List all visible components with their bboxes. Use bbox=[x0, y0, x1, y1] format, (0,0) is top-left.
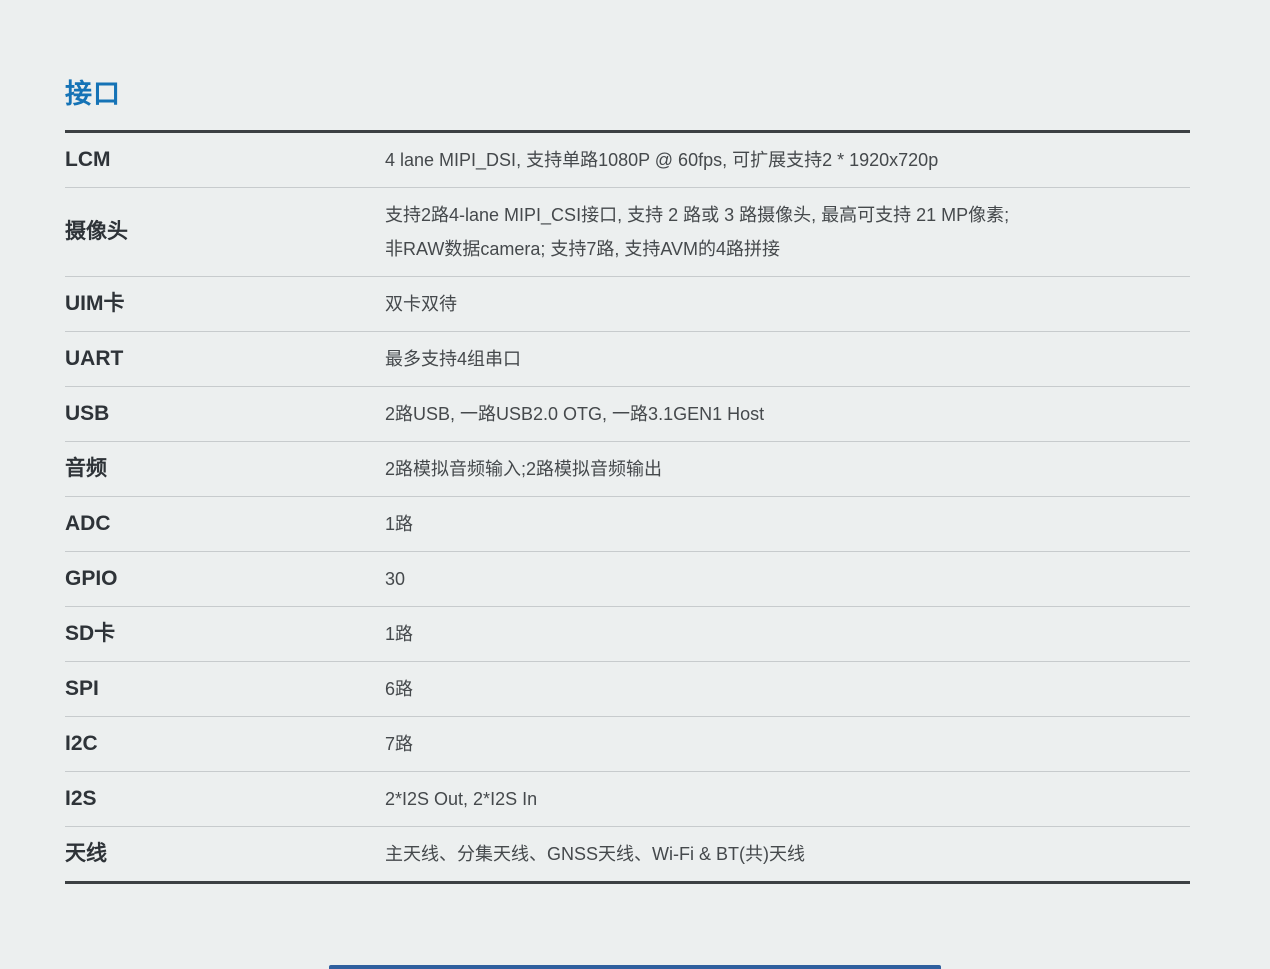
table-row: 音频 2路模拟音频输入;2路模拟音频输出 bbox=[65, 442, 1190, 497]
spec-row-value: 2路USB, 一路USB2.0 OTG, 一路3.1GEN1 Host bbox=[385, 404, 765, 424]
table-row: I2C 7路 bbox=[65, 717, 1190, 772]
spec-row-value: 主天线、分集天线、GNSS天线、Wi-Fi & BT(共)天线 bbox=[385, 844, 805, 864]
spec-row-label: 天线 bbox=[65, 842, 107, 865]
spec-row-label: 摄像头 bbox=[65, 220, 128, 243]
spec-row-label: I2S bbox=[65, 787, 97, 810]
section-title: 接口 bbox=[65, 79, 121, 109]
spec-row-label: UART bbox=[65, 347, 124, 370]
spec-row-label: UIM卡 bbox=[65, 292, 125, 315]
spec-row-value: 1路 bbox=[385, 514, 414, 534]
spec-row-label: SD卡 bbox=[65, 622, 116, 645]
table-row: UIM卡 双卡双待 bbox=[65, 277, 1190, 332]
spec-row-label: SPI bbox=[65, 677, 99, 700]
spec-row-label: LCM bbox=[65, 148, 111, 171]
spec-row-value: 最多支持4组串口 bbox=[385, 349, 522, 369]
spec-row-value: 支持2路4-lane MIPI_CSI接口, 支持 2 路或 3 路摄像头, 最… bbox=[385, 205, 1010, 259]
spec-row-value: 双卡双待 bbox=[385, 294, 457, 314]
spec-row-label: 音频 bbox=[65, 457, 107, 480]
table-row: USB 2路USB, 一路USB2.0 OTG, 一路3.1GEN1 Host bbox=[65, 387, 1190, 442]
table-row: UART 最多支持4组串口 bbox=[65, 332, 1190, 387]
interface-spec-table: LCM 4 lane MIPI_DSI, 支持单路1080P @ 60fps, 可… bbox=[65, 130, 1190, 884]
spec-row-value: 4 lane MIPI_DSI, 支持单路1080P @ 60fps, 可扩展支… bbox=[385, 150, 939, 170]
spec-row-value: 7路 bbox=[385, 734, 414, 754]
spec-row-value: 30 bbox=[385, 569, 406, 589]
spec-row-value: 6路 bbox=[385, 679, 414, 699]
spec-row-label: ADC bbox=[65, 512, 111, 535]
spec-row-value: 2路模拟音频输入;2路模拟音频输出 bbox=[385, 459, 663, 479]
spec-row-label: USB bbox=[65, 402, 110, 425]
table-row: SD卡 1路 bbox=[65, 607, 1190, 662]
footer-accent-bar bbox=[329, 965, 941, 969]
table-row: I2S 2*I2S Out, 2*I2S In bbox=[65, 772, 1190, 827]
interface-section: 接口 LCM 4 lane MIPI_DSI, 支持单路1080P @ 60fps… bbox=[65, 78, 1190, 884]
table-row: GPIO 30 bbox=[65, 552, 1190, 607]
spec-row-value: 2*I2S Out, 2*I2S In bbox=[385, 789, 538, 809]
table-row: 天线 主天线、分集天线、GNSS天线、Wi-Fi & BT(共)天线 bbox=[65, 827, 1190, 881]
table-row: LCM 4 lane MIPI_DSI, 支持单路1080P @ 60fps, 可… bbox=[65, 133, 1190, 188]
spec-row-value: 1路 bbox=[385, 624, 414, 644]
table-row: 摄像头 支持2路4-lane MIPI_CSI接口, 支持 2 路或 3 路摄像头… bbox=[65, 188, 1190, 277]
table-row: ADC 1路 bbox=[65, 497, 1190, 552]
spec-row-label: I2C bbox=[65, 732, 98, 755]
table-row: SPI 6路 bbox=[65, 662, 1190, 717]
spec-row-label: GPIO bbox=[65, 567, 118, 590]
